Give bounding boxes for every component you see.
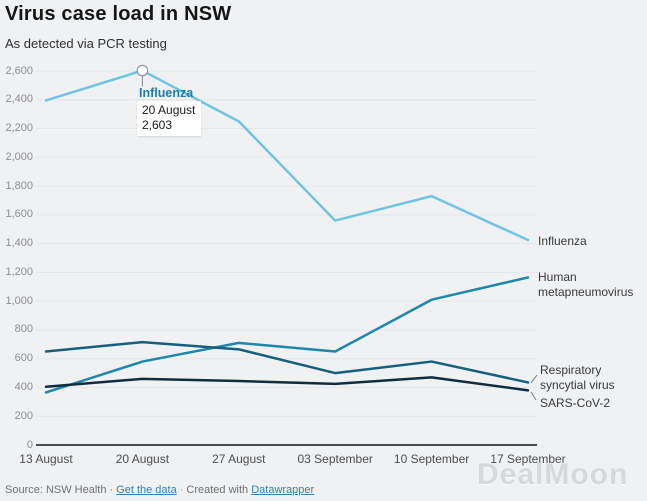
footer-separator: · [109,484,114,496]
y-axis-tick-label: 2,200 [5,122,33,135]
annotation-series-name: Influenza [139,86,194,100]
source-text: Source: NSW Health [5,484,107,496]
y-axis-tick-label: 200 [14,409,33,422]
annotation-value: 2,603 [142,118,173,132]
y-axis-tick-label: 600 [14,352,33,365]
series-label-influenza: Influenza [538,234,587,248]
chart-subtitle: As detected via PCR testing [5,36,167,51]
datawrapper-link[interactable]: Datawrapper [251,484,315,496]
y-axis-tick-label: 1,000 [5,294,33,307]
series-line-influenza [44,69,530,242]
x-axis-tick-label: 10 September [393,452,470,466]
series-label-sars-cov-2: SARS-CoV-2 [540,396,611,410]
y-axis-tick-label: 1,600 [5,208,33,221]
x-axis-tick-label: 17 September [490,452,566,466]
y-axis-tick-label: 1,800 [5,179,33,192]
x-axis-tick-label: 27 August [212,452,266,466]
y-axis-tick-label: 2,600 [5,64,33,77]
y-axis-tick-label: 1,400 [5,237,33,250]
series-line-sars-cov-2 [44,376,530,392]
x-axis-tick-label: 13 August [19,452,73,466]
annotation-tooltip: 20 August 2,603 [137,101,202,136]
dealmoon-watermark: DealMoon [477,458,629,491]
footer: Source: NSW Health · Get the data · Created … [5,484,314,496]
y-axis-tick-label: 1,200 [5,265,33,278]
get-the-data-link[interactable]: Get the data [116,484,177,496]
y-axis-tick-label: 800 [14,323,33,336]
x-axis-tick-label: 20 August [115,452,170,466]
chart-title: Virus case load in NSW [5,3,232,25]
y-axis-tick-label: 2,000 [5,150,33,163]
label-leader-sars [530,391,537,401]
footer-separator: · [179,484,184,496]
series-line-respiratory-syncytial-virus [44,340,530,384]
series-label-respiratory-syncytial-virus: Respiratory syncytial virus [540,363,615,392]
created-with-text: Created with [186,484,249,496]
y-axis-tick-label: 2,400 [5,93,33,106]
annotation-date: 20 August [142,103,196,117]
x-axis-tick-label: 03 September [297,452,373,466]
y-axis-tick-label: 0 [26,438,33,451]
label-leader-rsv [530,374,538,384]
y-axis-tick-label: 400 [14,380,33,393]
series-line-human-metapneumovirus [44,276,530,394]
annotation-circle-marker [136,64,149,77]
series-label-human-metapneumovirus: Human metapneumovirus [538,270,634,299]
